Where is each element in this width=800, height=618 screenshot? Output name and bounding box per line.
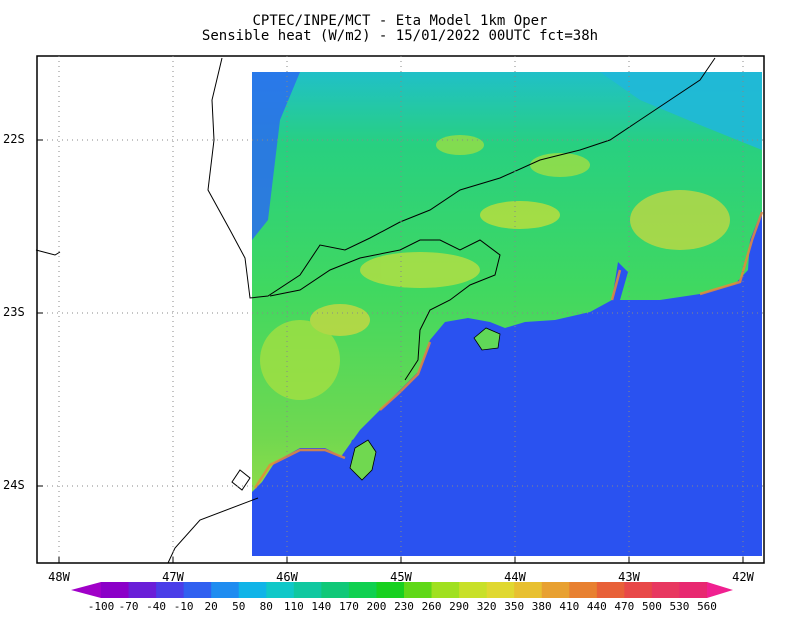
colorbar-bin — [514, 582, 543, 598]
colorbar-bin — [679, 582, 708, 598]
colorbar-label: 110 — [283, 600, 304, 613]
colorbar-label: 470 — [614, 600, 635, 613]
ocean-region — [252, 210, 762, 556]
colorbar-bin — [459, 582, 488, 598]
colorbar-label: 170 — [338, 600, 359, 613]
y-label-24s: 24S — [3, 478, 25, 492]
grid-lines — [37, 56, 764, 563]
colorbar-bin — [128, 582, 157, 598]
colorbar-bin — [266, 582, 295, 598]
colorbar-label: -40 — [146, 600, 167, 613]
colorbar-bin — [651, 582, 680, 598]
coastal-hot-fringe — [253, 211, 764, 489]
x-label-42w: 42W — [732, 570, 754, 584]
colorbar-label: 320 — [476, 600, 497, 613]
cool-strip — [252, 72, 300, 240]
colorbar-label: 290 — [449, 600, 470, 613]
colorbar-bin — [238, 582, 267, 598]
colorbar-label: 200 — [366, 600, 387, 613]
colorbar-bin — [211, 582, 240, 598]
colorbar-bin — [404, 582, 433, 598]
colorbar-label: -70 — [118, 600, 139, 613]
colorbar-bin — [348, 582, 377, 598]
colorbar-label: -10 — [173, 600, 194, 613]
x-label-46w: 46W — [276, 570, 298, 584]
colorbar-bin — [624, 582, 653, 598]
colorbar-bin — [293, 582, 322, 598]
colorbar-right-arrow — [707, 582, 733, 598]
colorbar-bin — [541, 582, 570, 598]
colorbar-bin — [183, 582, 212, 598]
colorbar-label: -100 — [87, 600, 115, 613]
cool-region-northeast — [600, 72, 762, 150]
colorbar-label: 440 — [586, 600, 607, 613]
y-label-22s: 22S — [3, 132, 25, 146]
colorbar-left-arrow — [71, 582, 101, 598]
colorbar-label: 560 — [697, 600, 717, 613]
colorbar-label: 50 — [232, 600, 246, 613]
colorbar-bin — [101, 582, 130, 598]
colorbar-bin — [486, 582, 515, 598]
x-label-47w: 47W — [162, 570, 184, 584]
colorbar-label: 140 — [311, 600, 332, 613]
colorbar-bin — [156, 582, 185, 598]
chart-title-line1: CPTEC/INPE/MCT - Eta Model 1km Oper — [252, 13, 548, 29]
x-label-45w: 45W — [390, 570, 412, 584]
colorbar-label: 20 — [204, 600, 218, 613]
colorbar-bin — [431, 582, 460, 598]
islands — [349, 327, 501, 481]
colorbar-bin — [321, 582, 350, 598]
chart-title-line2: Sensible heat (W/m2) - 15/01/2022 00UTC … — [201, 28, 599, 44]
tick-marks — [37, 139, 744, 563]
colorbar-bin — [569, 582, 598, 598]
x-label-43w: 43W — [618, 570, 640, 584]
colorbar-label: 260 — [421, 600, 442, 613]
colorbar-label: 410 — [559, 600, 580, 613]
warm-patches — [260, 135, 730, 400]
colorbar-label: 350 — [504, 600, 525, 613]
colorbar-bin — [596, 582, 625, 598]
colorbar-label: 230 — [394, 600, 414, 613]
y-label-23s: 23S — [3, 305, 25, 319]
x-label-48w: 48W — [48, 570, 70, 584]
colorbar-label: 530 — [669, 600, 690, 613]
political-boundaries — [35, 57, 716, 564]
colorbar-bin — [376, 582, 405, 598]
x-label-44w: 44W — [504, 570, 526, 584]
colorbar-label: 500 — [641, 600, 662, 613]
colorbar — [71, 582, 733, 598]
colorbar-label: 380 — [531, 600, 552, 613]
colorbar-label: 80 — [259, 600, 273, 613]
